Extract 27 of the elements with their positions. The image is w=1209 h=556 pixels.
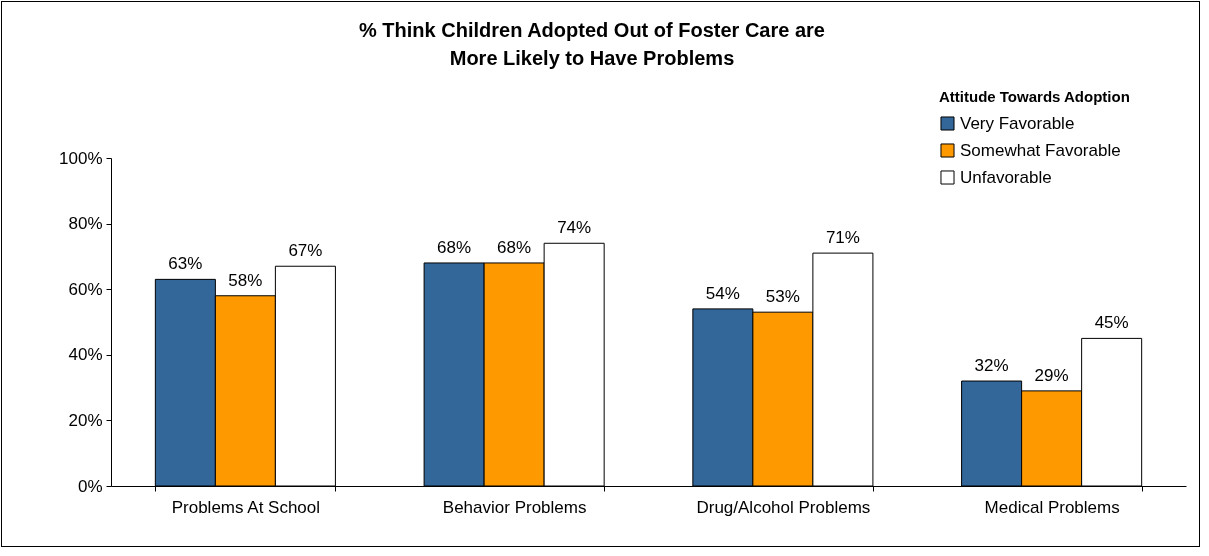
y-tick-label: 60% xyxy=(68,279,103,299)
data-label: 32% xyxy=(974,356,1009,376)
legend-label: Unfavorable xyxy=(960,167,1052,187)
data-label: 71% xyxy=(825,228,860,248)
chart-title: % Think Children Adopted Out of Foster Care are More Likely to Have Problems xyxy=(358,18,826,71)
legend-label: Very Favorable xyxy=(960,113,1075,133)
x-tick-label: Problems At School xyxy=(171,497,321,517)
data-label: 67% xyxy=(288,241,323,261)
x-tick-label: Drug/Alcohol Problems xyxy=(696,497,871,517)
y-tick-label: 40% xyxy=(68,345,103,365)
data-label: 68% xyxy=(497,237,532,257)
y-tick-label: 100% xyxy=(59,148,103,168)
data-label: 54% xyxy=(705,283,740,303)
y-tick-label: 20% xyxy=(68,410,103,430)
legend-title: Attitude Towards Adoption xyxy=(939,88,1130,105)
x-tick-label: Medical Problems xyxy=(984,497,1120,517)
y-tick-label: 80% xyxy=(68,214,103,234)
data-label: 53% xyxy=(765,287,800,307)
legend-label: Somewhat Favorable xyxy=(960,140,1121,160)
data-label: 74% xyxy=(557,218,592,238)
data-label: 45% xyxy=(1094,313,1129,333)
y-tick-label: 0% xyxy=(77,476,103,496)
data-label: 68% xyxy=(437,237,472,257)
data-label: 29% xyxy=(1034,365,1069,385)
data-label: 63% xyxy=(168,254,203,274)
data-label: 58% xyxy=(228,270,263,290)
x-tick-label: Behavior Problems xyxy=(442,497,587,517)
